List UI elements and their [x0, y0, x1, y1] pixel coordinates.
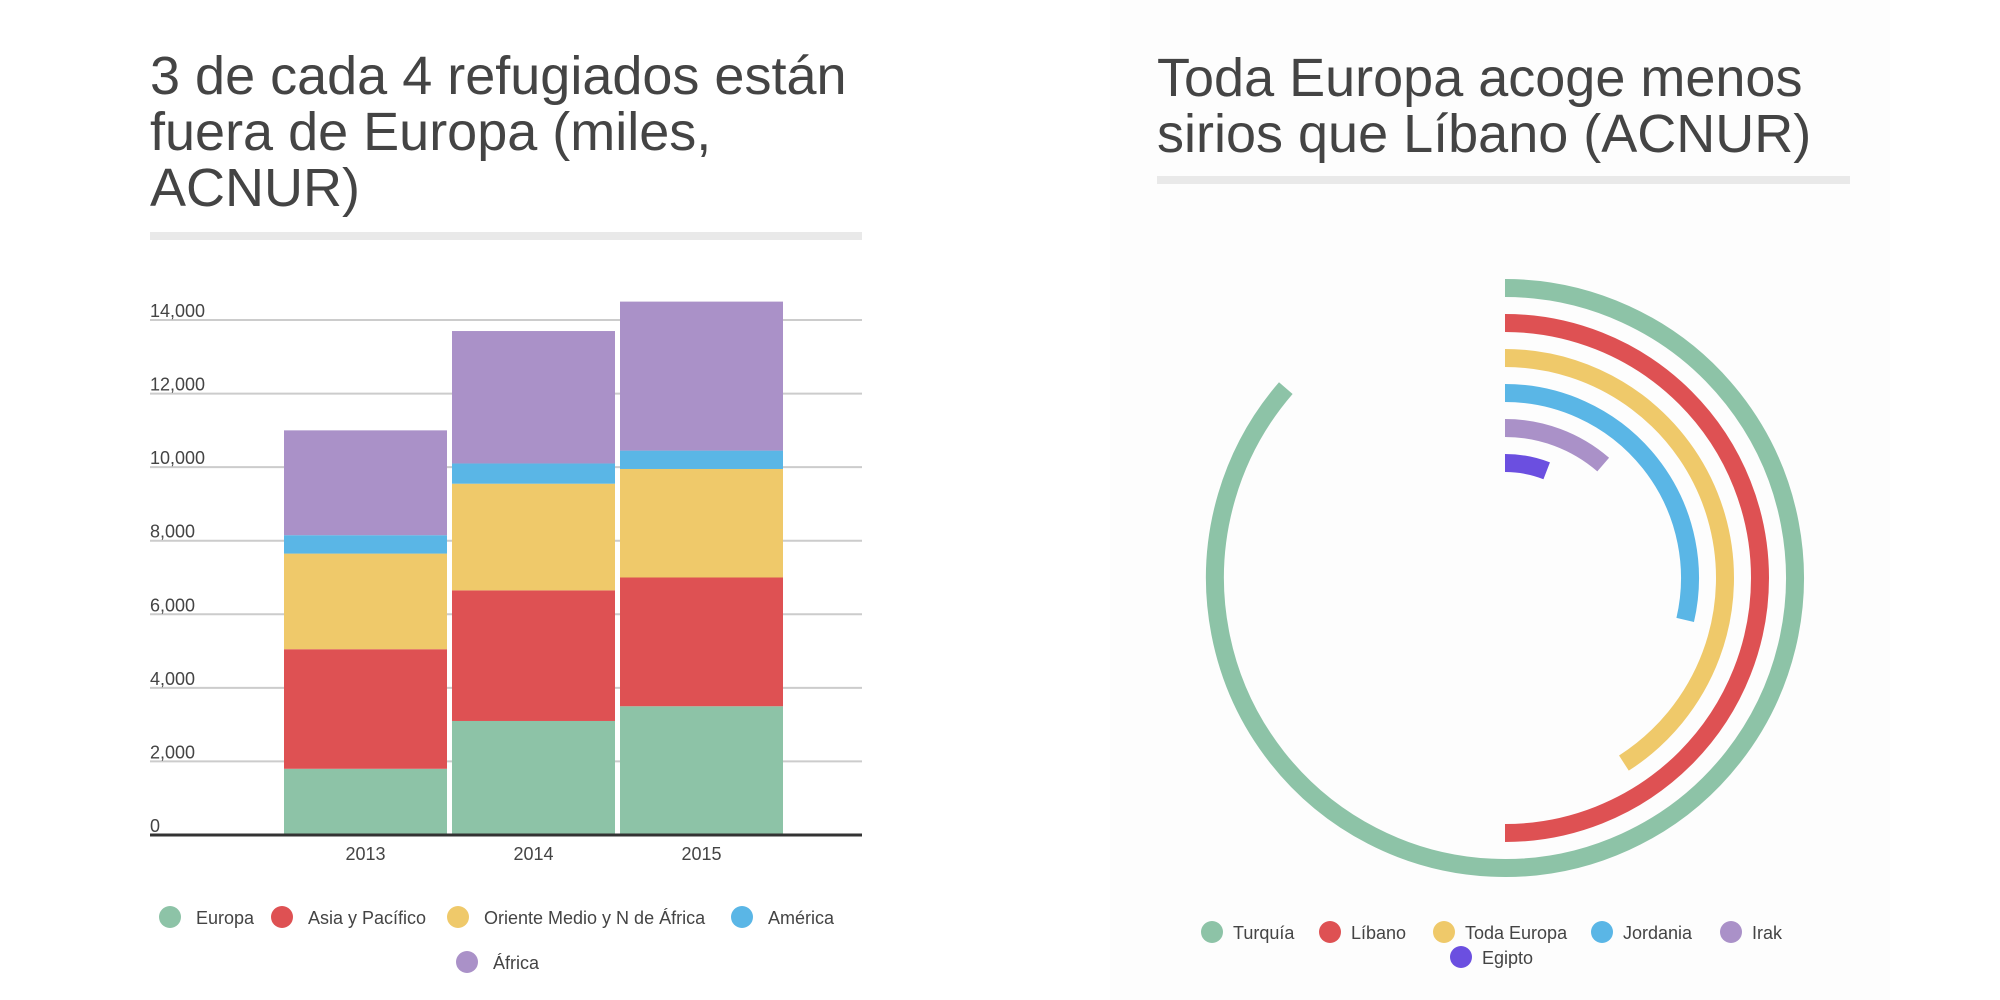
- radial-bar: [1504, 314, 1769, 842]
- legend-label: Líbano: [1351, 923, 1406, 943]
- bar-segment: [620, 301, 783, 451]
- legend-label: África: [493, 953, 540, 973]
- radial-bar: [1504, 419, 1610, 472]
- bar-segment: [452, 331, 615, 464]
- legend-swatch: [731, 906, 753, 928]
- legend-label: Asia y Pacífico: [308, 908, 426, 928]
- bar-segment: [620, 450, 783, 469]
- radial-bar: [1504, 349, 1734, 771]
- y-tick-label: 12,000: [150, 375, 205, 395]
- y-tick-label: 0: [150, 816, 160, 836]
- legend-swatch: [1201, 921, 1223, 943]
- legend-label: Oriente Medio y N de África: [484, 908, 706, 928]
- radial-bar: [1206, 279, 1804, 877]
- title-divider: [1157, 176, 1850, 184]
- y-tick-label: 14,000: [150, 301, 205, 321]
- legend-swatch: [1450, 946, 1472, 968]
- bar-segment: [452, 483, 615, 591]
- radial-bar: [1504, 384, 1699, 622]
- radial-bar: [1504, 453, 1550, 480]
- legend-swatch: [456, 951, 478, 973]
- legend-label: Toda Europa: [1465, 923, 1568, 943]
- y-tick-label: 6,000: [150, 595, 195, 615]
- x-tick-label: 2014: [513, 844, 553, 864]
- bar-segment: [452, 590, 615, 721]
- radial-chart-title: Toda Europa acoge menos sirios que Líban…: [1157, 48, 1812, 164]
- bar-segment: [284, 553, 447, 650]
- bar-chart-title: 3 de cada 4 refugiados están fuera de Eu…: [150, 46, 847, 218]
- x-tick-label: 2013: [345, 844, 385, 864]
- bar-segment: [284, 649, 447, 769]
- legend-label: Europa: [196, 908, 255, 928]
- legend-swatch: [1591, 921, 1613, 943]
- radial-bar-panel: Toda Europa acoge menos sirios que Líban…: [1110, 0, 1890, 1000]
- y-tick-label: 2,000: [150, 742, 195, 762]
- legend-label: América: [768, 908, 835, 928]
- legend-swatch: [447, 906, 469, 928]
- title-divider: [150, 232, 862, 240]
- y-tick-label: 8,000: [150, 522, 195, 542]
- bar-segment: [620, 706, 783, 835]
- legend-label: Turquía: [1233, 923, 1295, 943]
- legend-label: Egipto: [1482, 948, 1533, 968]
- bar-segment: [284, 768, 447, 835]
- bar-segment: [452, 720, 615, 835]
- legend-swatch: [1720, 921, 1742, 943]
- y-tick-label: 10,000: [150, 448, 205, 468]
- legend-swatch: [159, 906, 181, 928]
- bar-segment: [284, 535, 447, 554]
- bar-segment: [284, 430, 447, 536]
- legend-swatch: [1433, 921, 1455, 943]
- radial-bar-chart: Turquía Líbano Toda Europa Jordania Irak Egip…: [1201, 279, 1804, 968]
- legend-label: Irak: [1752, 923, 1783, 943]
- bar-segment: [620, 468, 783, 578]
- bar-segment: [620, 577, 783, 707]
- legend-swatch: [271, 906, 293, 928]
- y-tick-label: 4,000: [150, 669, 195, 689]
- stacked-bar-chart: 0 2,000 4,000 6,000 8,000 10,000 12,000 14,000 2…: [150, 301, 862, 973]
- legend-label: Jordania: [1623, 923, 1693, 943]
- bar-segment: [452, 463, 615, 484]
- x-tick-label: 2015: [681, 844, 721, 864]
- legend-swatch: [1319, 921, 1341, 943]
